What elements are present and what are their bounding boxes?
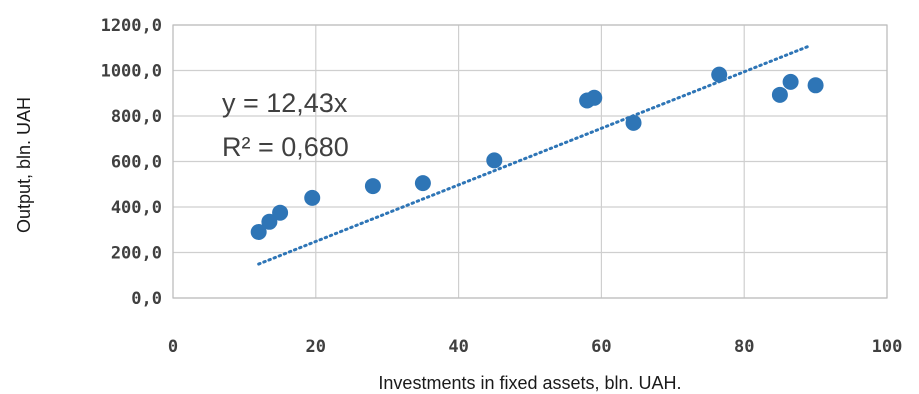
x-tick-label: 20 [306, 337, 326, 357]
trendline-equation: y = 12,43x [222, 88, 348, 118]
data-point [771, 86, 788, 103]
x-axis-ticks: 0 20 40 60 80 100 [168, 337, 902, 357]
data-point [711, 66, 728, 83]
trendline [257, 44, 810, 266]
x-tick-label: 0 [168, 337, 178, 357]
trendline-r-squared: R² = 0,680 [222, 132, 349, 162]
y-tick-label: 400,0 [111, 198, 162, 218]
data-point [261, 213, 278, 230]
y-tick-label: 1200,0 [101, 16, 162, 36]
y-axis-label: Output, bln. UAH [14, 97, 34, 233]
data-point [414, 175, 431, 192]
x-axis-label: Investments in fixed assets, bln. UAH. [378, 373, 681, 393]
data-point [364, 178, 381, 195]
data-points [250, 66, 824, 241]
x-tick-label: 80 [734, 337, 754, 357]
y-tick-label: 200,0 [111, 244, 162, 264]
y-tick-label: 0,0 [131, 289, 162, 309]
data-point [782, 73, 799, 90]
x-tick-label: 60 [591, 337, 611, 357]
data-point [250, 224, 267, 241]
data-point [586, 89, 603, 106]
y-axis-ticks: 0,0 200,0 400,0 600,0 800,0 1000,0 1200,0 [101, 16, 162, 309]
x-tick-label: 100 [872, 337, 903, 357]
y-tick-label: 1000,0 [101, 62, 162, 82]
data-point [272, 204, 289, 221]
data-point [304, 189, 321, 206]
data-point [807, 77, 824, 94]
y-tick-label: 800,0 [111, 107, 162, 127]
plot-frame [172, 24, 888, 299]
data-point [486, 152, 503, 169]
x-tick-label: 40 [448, 337, 468, 357]
data-point [625, 114, 642, 131]
y-tick-label: 600,0 [111, 153, 162, 173]
